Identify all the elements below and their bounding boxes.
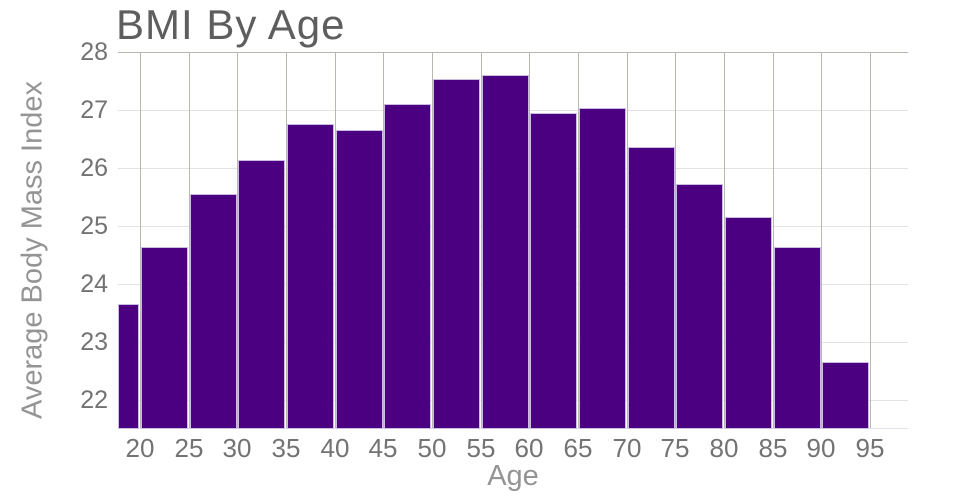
- bar-age-50-55: [433, 79, 480, 429]
- y-tick-label-25: 25: [80, 212, 108, 240]
- y-tick-label-27: 27: [80, 96, 108, 124]
- x-tick-label-35: 35: [271, 433, 301, 463]
- gridline-x-40: [335, 52, 336, 429]
- x-tick-label-90: 90: [806, 433, 836, 463]
- gridline-x-60: [529, 52, 530, 429]
- x-tick-label-70: 70: [612, 433, 642, 463]
- bar-age-70-75: [628, 147, 675, 429]
- gridline-x-85: [773, 52, 774, 429]
- x-tick-label-75: 75: [660, 433, 690, 463]
- gridline-x-80: [724, 52, 725, 429]
- x-tick-label-50: 50: [417, 433, 447, 463]
- x-tick-label-65: 65: [563, 433, 593, 463]
- bar-age-75-80: [676, 184, 723, 429]
- gridline-y-28: [118, 52, 908, 53]
- y-tick-label-22: 22: [80, 386, 108, 414]
- bar-age-35-40: [287, 124, 334, 429]
- bar-age-45-50: [384, 104, 431, 429]
- chart-title: BMI By Age: [116, 1, 346, 48]
- bar-age-15-20: [118, 304, 139, 429]
- gridline-x-45: [383, 52, 384, 429]
- gridline-x-20: [140, 52, 141, 429]
- x-tick-label-20: 20: [125, 433, 155, 463]
- x-tick-label-30: 30: [222, 433, 252, 463]
- bar-age-65-70: [579, 108, 626, 429]
- bar-age-25-30: [190, 194, 237, 429]
- x-tick-label-55: 55: [466, 433, 496, 463]
- bar-age-80-85: [725, 217, 772, 429]
- plot-area: [118, 52, 908, 429]
- x-axis-title: Age: [487, 460, 539, 492]
- gridline-x-25: [189, 52, 190, 429]
- bar-age-60-65: [530, 113, 577, 429]
- bar-age-30-35: [238, 160, 285, 429]
- bar-age-90-95: [822, 362, 869, 429]
- gridline-x-50: [432, 52, 433, 429]
- x-tick-label-85: 85: [758, 433, 788, 463]
- gridline-x-55: [481, 52, 482, 429]
- gridline-x-65: [578, 52, 579, 429]
- y-tick-label-28: 28: [80, 38, 108, 66]
- x-tick-label-95: 95: [855, 433, 885, 463]
- gridline-x-95: [870, 52, 871, 429]
- y-tick-label-26: 26: [80, 154, 108, 182]
- y-tick-label-23: 23: [80, 328, 108, 356]
- gridline-x-30: [237, 52, 238, 429]
- bar-age-55-60: [482, 75, 529, 429]
- bar-age-40-45: [336, 130, 383, 429]
- bar-age-85-90: [774, 247, 821, 429]
- gridline-x-35: [286, 52, 287, 429]
- x-tick-label-60: 60: [514, 433, 544, 463]
- x-tick-label-25: 25: [174, 433, 204, 463]
- x-tick-label-80: 80: [709, 433, 739, 463]
- bar-age-20-25: [141, 247, 188, 429]
- gridline-x-90: [821, 52, 822, 429]
- gridline-x-70: [627, 52, 628, 429]
- y-axis-title: Average Body Mass Index: [16, 81, 49, 419]
- y-tick-label-24: 24: [80, 270, 108, 298]
- x-tick-label-40: 40: [320, 433, 350, 463]
- gridline-x-75: [675, 52, 676, 429]
- x-tick-label-45: 45: [368, 433, 398, 463]
